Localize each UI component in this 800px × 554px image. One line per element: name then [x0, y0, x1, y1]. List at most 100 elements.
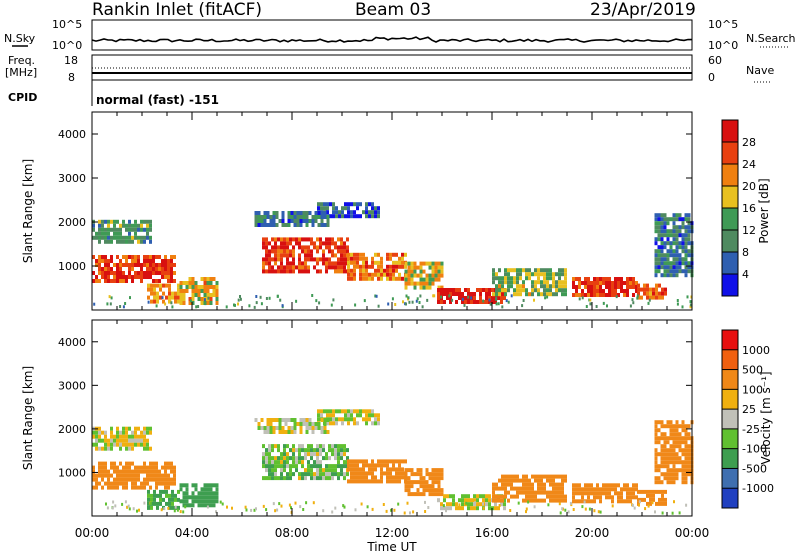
power-cell: [519, 276, 522, 281]
power-cell: [479, 296, 482, 300]
velocity-cell: [295, 456, 298, 461]
velocity-cell: [362, 417, 365, 422]
power-cell: [363, 299, 366, 303]
power-cell: [368, 214, 371, 219]
velocity-cell: [504, 478, 507, 483]
velocity-cell: [389, 459, 392, 464]
velocity-cell: [350, 463, 353, 468]
velocity-cell: [310, 476, 313, 481]
velocity-cell: [434, 480, 438, 485]
power-cell: [368, 264, 371, 269]
power-cell: [473, 296, 476, 300]
power-cell: [631, 298, 634, 302]
velocity-cell: [128, 434, 131, 439]
velocity-cell: [649, 497, 652, 502]
power-cell: [272, 219, 276, 223]
power-cell: [310, 253, 313, 258]
power-cell: [356, 264, 359, 269]
power-cell: [194, 293, 198, 297]
velocity-cell: [422, 480, 426, 485]
velocity-cell: [191, 499, 195, 504]
power-cell: [292, 249, 295, 254]
velocity-cell: [155, 465, 158, 470]
power-cell: [140, 275, 143, 279]
power-cell: [325, 237, 328, 242]
power-cell: [325, 265, 328, 270]
power-cell: [170, 255, 173, 259]
velocity-cell: [265, 456, 268, 461]
velocity-cell: [666, 436, 670, 441]
velocity-cell: [278, 502, 281, 506]
power-cell: [347, 210, 350, 215]
velocity-cell: [316, 468, 319, 473]
velocity-cell: [383, 463, 386, 468]
power-cell: [253, 305, 256, 309]
velocity-cell: [128, 446, 131, 451]
power-cell: [654, 273, 658, 278]
power-cell: [269, 223, 273, 227]
power-cell: [274, 237, 277, 242]
velocity-cell: [401, 475, 404, 480]
velocity-cell: [572, 483, 575, 488]
velocity-cell: [105, 502, 107, 506]
velocity-cell: [498, 486, 501, 491]
power-cell: [320, 223, 324, 227]
velocity-cell: [664, 489, 667, 494]
velocity-cell: [274, 464, 277, 469]
velocity-cell: [158, 481, 161, 486]
power-cell: [449, 296, 452, 300]
velocity-cell: [632, 487, 635, 492]
power-cell: [146, 275, 149, 279]
velocity-cell: [280, 452, 283, 457]
power-cell: [389, 272, 392, 277]
velocity-cell: [687, 424, 691, 429]
velocity-cell: [150, 493, 153, 498]
power-cell: [428, 265, 432, 270]
velocity-cell: [362, 467, 365, 472]
power-cell: [158, 263, 161, 267]
velocity-cell: [302, 422, 306, 426]
power-cell: [140, 235, 143, 240]
velocity-cell: [143, 426, 146, 431]
power-cell: [320, 206, 323, 211]
velocity-cell: [425, 472, 429, 477]
velocity-cell: [602, 487, 605, 492]
velocity-cell: [173, 469, 176, 474]
velocity-cell: [323, 430, 327, 434]
power-cell: [629, 277, 632, 281]
power-cell: [593, 277, 596, 281]
power-cell: [125, 235, 128, 240]
velocity-cell: [338, 417, 341, 422]
velocity-cell: [125, 473, 128, 478]
power-cell: [362, 268, 365, 273]
velocity-cell: [492, 486, 495, 491]
power-cell: [495, 292, 498, 297]
power-cell: [669, 265, 673, 270]
power-cell: [516, 284, 519, 289]
velocity-cell: [140, 469, 143, 474]
power-y-axis-title: Slant Range [km]: [21, 159, 35, 263]
power-cell: [116, 231, 119, 236]
power-cell: [134, 263, 137, 267]
velocity-cell: [168, 505, 171, 510]
power-cell: [513, 268, 516, 273]
power-cell: [140, 267, 143, 271]
power-cell: [304, 245, 307, 250]
power-cell: [156, 291, 159, 296]
velocity-cell: [206, 499, 210, 504]
power-cell: [593, 289, 596, 293]
power-cell: [286, 237, 289, 242]
power-cell: [371, 210, 374, 215]
velocity-cell: [380, 475, 383, 480]
power-cell: [167, 271, 170, 275]
power-cell: [678, 229, 682, 234]
power-cell: [134, 231, 137, 236]
velocity-cell: [410, 484, 414, 489]
velocity-cell: [657, 476, 661, 481]
power-cell: [371, 256, 374, 261]
power-cell: [268, 269, 271, 274]
velocity-cell: [171, 497, 174, 502]
velocity-cell: [101, 477, 104, 482]
x-tick-label: 12:00: [375, 526, 410, 540]
power-cell: [663, 265, 667, 270]
